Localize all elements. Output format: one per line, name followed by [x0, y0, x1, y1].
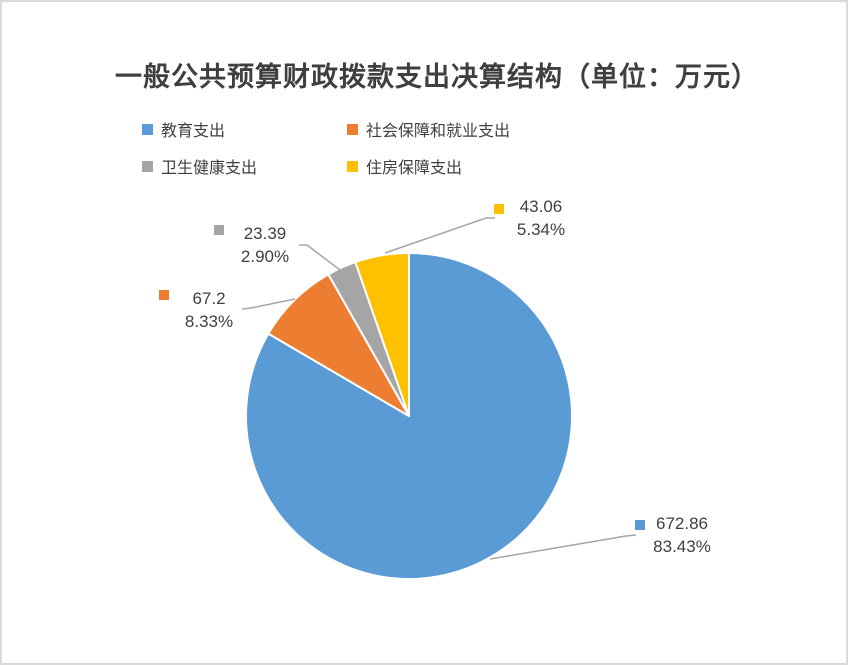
data-label-social-security-value: 67.2	[192, 289, 226, 308]
legend-marker-education-icon	[142, 123, 153, 135]
data-label-marker-health-icon	[214, 225, 224, 235]
data-label-education-percent: 83.43%	[653, 537, 711, 556]
legend-label-health: 卫生健康支出	[161, 160, 258, 177]
data-label-marker-education-icon	[635, 520, 645, 530]
leader-line-2	[299, 244, 341, 271]
legend-label-social-security: 社会保障和就业支出	[366, 123, 511, 140]
data-label-health: 23.39 2.90%	[234, 222, 296, 268]
legend-marker-social-security-icon	[347, 123, 358, 135]
leader-line-3	[384, 217, 495, 254]
data-label-health-percent: 2.90%	[240, 247, 290, 266]
leader-line-1	[241, 298, 296, 310]
legend-item-health: 卫生健康支出	[142, 155, 347, 177]
data-label-health-value: 23.39	[243, 224, 287, 243]
chart-title: 一般公共预算财政拨款支出决算结构（单位：万元）	[115, 62, 759, 92]
data-label-social-security: 67.2 8.33%	[178, 287, 240, 333]
data-label-education: 672.86 83.43%	[651, 512, 713, 558]
data-label-housing: 43.06 5.34%	[510, 195, 572, 241]
leader-line-0	[489, 534, 637, 560]
data-label-housing-value: 43.06	[519, 197, 563, 216]
legend-label-education: 教育支出	[161, 123, 226, 140]
legend-item-social-security: 社会保障和就业支出	[347, 118, 607, 140]
legend-marker-housing-icon	[347, 160, 358, 172]
legend-item-housing: 住房保障支出	[347, 155, 607, 177]
data-label-marker-social-security-icon	[159, 290, 169, 300]
legend-item-education: 教育支出	[142, 118, 347, 140]
legend: 教育支出 社会保障和就业支出 卫生健康支出 住房保障支出	[142, 118, 607, 177]
pie-slice-3	[354, 252, 410, 417]
data-label-housing-percent: 5.34%	[516, 220, 566, 239]
data-label-social-security-percent: 8.33%	[184, 312, 234, 331]
pie-slice-1	[267, 273, 410, 417]
pie-slice-0	[245, 252, 573, 580]
data-label-education-value: 672.86	[656, 514, 708, 533]
legend-marker-health-icon	[142, 160, 153, 172]
legend-label-housing: 住房保障支出	[366, 160, 463, 177]
data-label-marker-housing-icon	[494, 204, 504, 214]
